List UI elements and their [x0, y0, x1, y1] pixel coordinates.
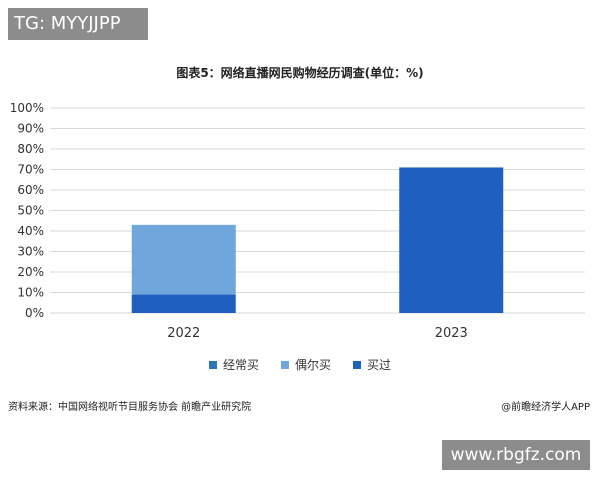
chart-title: 图表5：网络直播网民购物经历调查(单位：%) — [176, 66, 424, 80]
bar-segment — [131, 294, 236, 313]
y-tick-label: 70% — [17, 163, 44, 177]
legend-swatch — [280, 360, 289, 369]
y-tick-label: 60% — [17, 183, 44, 197]
legend-label: 偶尔买 — [294, 358, 331, 372]
legend-swatch — [353, 360, 361, 369]
legend-item: 经常买 — [208, 356, 259, 373]
source-note: 资料来源：中国网络视听节目服务协会 前瞻产业研究院 — [8, 402, 252, 413]
legend-swatch — [208, 360, 217, 369]
chart-canvas: 0% 10% 20% 30% 40% 50% 60% 70% 80% 90% 100% 2022 202… — [10, 101, 585, 341]
y-tick-label: 100% — [10, 101, 44, 115]
y-tick-label: 80% — [17, 142, 44, 156]
y-tick-label: 0% — [25, 306, 44, 320]
legend-item: 买过 — [353, 356, 391, 373]
y-tick-label: 10% — [17, 286, 44, 300]
y-tick-label: 20% — [17, 265, 44, 279]
y-tick-label: 90% — [17, 122, 44, 136]
legend-label: 买过 — [367, 358, 392, 372]
top-tag: TG: MYYJJPP — [8, 8, 148, 40]
bar-segment — [131, 224, 236, 295]
chart-legend: 经常买 偶尔买 买过 — [0, 356, 600, 373]
x-tick-label: 2023 — [435, 326, 468, 341]
y-tick-label: 40% — [17, 224, 44, 238]
y-tick-label: 50% — [17, 204, 44, 218]
x-tick-label: 2022 — [167, 326, 200, 341]
bar-segment — [399, 167, 504, 313]
legend-item: 偶尔买 — [280, 356, 331, 373]
y-tick-label: 30% — [17, 245, 44, 259]
bottom-watermark: www.rbgfz.com — [442, 440, 590, 470]
credit-note: @前瞻经济学人APP — [501, 402, 590, 413]
legend-label: 经常买 — [222, 358, 259, 372]
